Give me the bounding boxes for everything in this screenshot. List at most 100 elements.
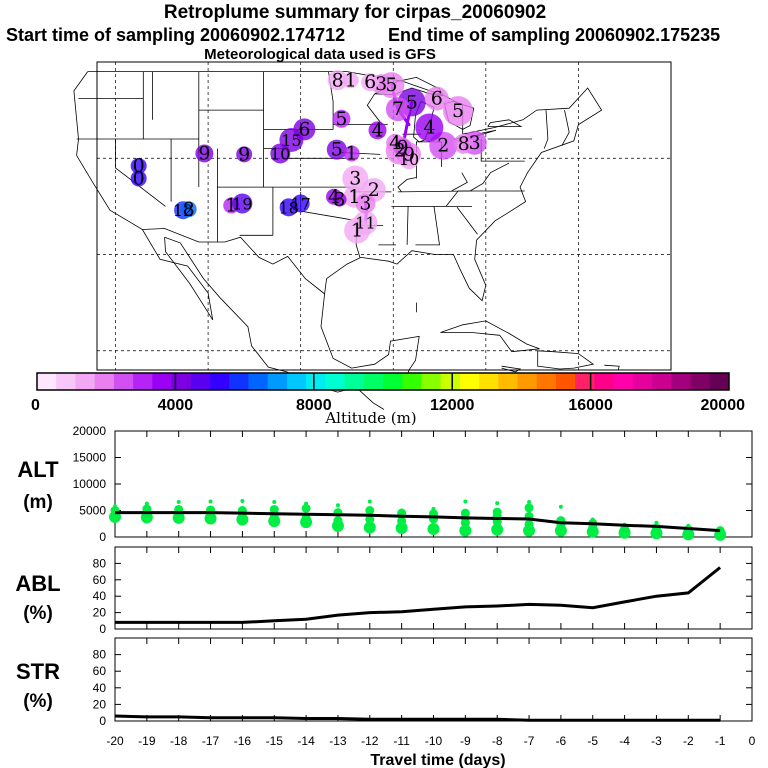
altitude-scatter-point <box>113 504 117 509</box>
str-panel-unit: (%) <box>23 691 53 712</box>
altitude-scatter-point <box>527 500 532 505</box>
plume-marker <box>195 144 214 163</box>
plume-day-label: 0 <box>133 167 145 189</box>
alt-panel-label: ALT <box>17 457 59 482</box>
colorbar-tick-label: 20000 <box>701 397 746 414</box>
abl-y-tick-label: 80 <box>93 556 107 570</box>
plume-day-label: 0 <box>133 155 145 177</box>
coastline-east <box>87 71 603 391</box>
plume-day-label: 18 <box>278 198 298 217</box>
plume-marker <box>236 146 253 163</box>
colorbar-segment <box>94 373 115 390</box>
colorbar-segment <box>479 373 499 390</box>
plume-marker <box>453 133 474 154</box>
plume-day-label: 5 <box>385 74 397 96</box>
x-tick-label: -7 <box>524 734 535 748</box>
plume-day-label: 19 <box>232 194 252 213</box>
x-tick-label: -9 <box>460 734 471 748</box>
x-tick-label: -12 <box>361 734 379 748</box>
coastline-west <box>73 71 214 321</box>
colorbar-tick-label: 16000 <box>568 397 613 414</box>
altitude-scatter-point <box>459 524 472 537</box>
colorbar-segment <box>421 373 442 390</box>
altitude-scatter-point <box>304 501 309 506</box>
altitude-scatter-point <box>333 516 343 526</box>
x-tick-label: -4 <box>619 734 630 748</box>
plume-day-label: 15 <box>281 131 301 150</box>
alt-y-tick-label: 10000 <box>73 477 107 491</box>
x-tick-label: -14 <box>297 734 315 748</box>
altitude-scatter-point <box>590 517 595 522</box>
met-data-label: Meteorological data used is GFS <box>204 46 436 63</box>
colorbar-segment <box>632 373 653 390</box>
plume-marker <box>424 86 449 111</box>
altitude-scatter-point <box>524 519 534 529</box>
altitude-scatter-point <box>492 507 502 517</box>
plume-marker <box>443 96 474 127</box>
x-tick-label: -1 <box>715 734 726 748</box>
state-border <box>397 177 417 193</box>
panel-alt: ALT (m) 0 5000 10000 15000 20000 <box>17 424 753 544</box>
altitude-scatter-point <box>460 508 470 518</box>
hispaniola-outline <box>537 350 595 370</box>
plume-marker <box>327 70 348 91</box>
plume-marker <box>130 157 147 174</box>
plume-day-label: 17 <box>290 194 310 213</box>
plume-day-label: 1 <box>348 186 360 208</box>
chart-title: Retroplume summary for cirpas_20060902 <box>163 2 547 23</box>
plume-marker <box>293 118 316 141</box>
colorbar-segment <box>709 373 730 390</box>
colorbar-segment <box>440 373 461 390</box>
colorbar-segment <box>171 373 192 390</box>
colorbar-segment <box>402 373 422 390</box>
plume-day-label: 3 <box>359 192 371 214</box>
state-border <box>366 93 388 125</box>
colorbar-title: Altitude (m) <box>324 409 416 427</box>
plume-day-label: 10 <box>399 150 419 169</box>
str-y-tick-label: 20 <box>93 697 107 711</box>
plume-day-label: 9 <box>238 143 250 165</box>
str-y-tick-label: 60 <box>93 664 107 678</box>
altitude-scatter-point <box>365 515 375 525</box>
altitude-scatter-point <box>176 500 181 505</box>
colorbar-segment <box>133 373 153 390</box>
plume-marker <box>355 193 376 214</box>
altitude-scatter-point <box>491 523 504 536</box>
altitude-colorbar: 0 4000 8000 12000 16000 20000 Altitude (m) <box>31 372 746 427</box>
plume-day-label: 9 <box>396 137 408 159</box>
altitude-scatter-point <box>399 508 404 513</box>
abl-y-tick-label: 20 <box>93 606 107 620</box>
alt-y-tick-label: 15000 <box>73 451 107 465</box>
altitude-scatter-point <box>523 524 536 537</box>
state-border <box>397 190 471 193</box>
colorbar-segment <box>75 373 96 390</box>
plume-day-label: 1 <box>351 219 363 241</box>
state-border <box>456 207 478 235</box>
us-mexico-border <box>142 228 325 295</box>
plume-day-label: 5 <box>406 91 418 113</box>
colorbar-segment <box>459 373 480 390</box>
plume-marker <box>385 97 410 122</box>
plume-marker <box>415 113 444 142</box>
x-tick-label: -10 <box>425 734 443 748</box>
abl-y-tick-label: 60 <box>93 573 107 587</box>
altitude-scatter-point <box>397 516 407 526</box>
plume-day-label: 5 <box>452 100 464 122</box>
state-border <box>561 110 570 146</box>
state-border <box>543 110 549 149</box>
altitude-scatter-point <box>715 526 725 536</box>
colorbar-segment <box>613 373 634 390</box>
altitude-scatter-point <box>495 501 500 506</box>
str-y-tick-label: 80 <box>93 648 107 662</box>
altitude-scatter-point <box>335 503 340 508</box>
colorbar-segment <box>383 373 403 390</box>
x-tick-label: -16 <box>234 734 252 748</box>
colorbar-segment <box>37 373 57 390</box>
plume-day-label: 10 <box>270 144 290 163</box>
colorbar-segment <box>517 373 538 390</box>
abl-panel-unit: (%) <box>23 603 53 624</box>
plume-day-label: 1 <box>345 69 357 91</box>
plume-day-label: 3 <box>375 73 387 95</box>
